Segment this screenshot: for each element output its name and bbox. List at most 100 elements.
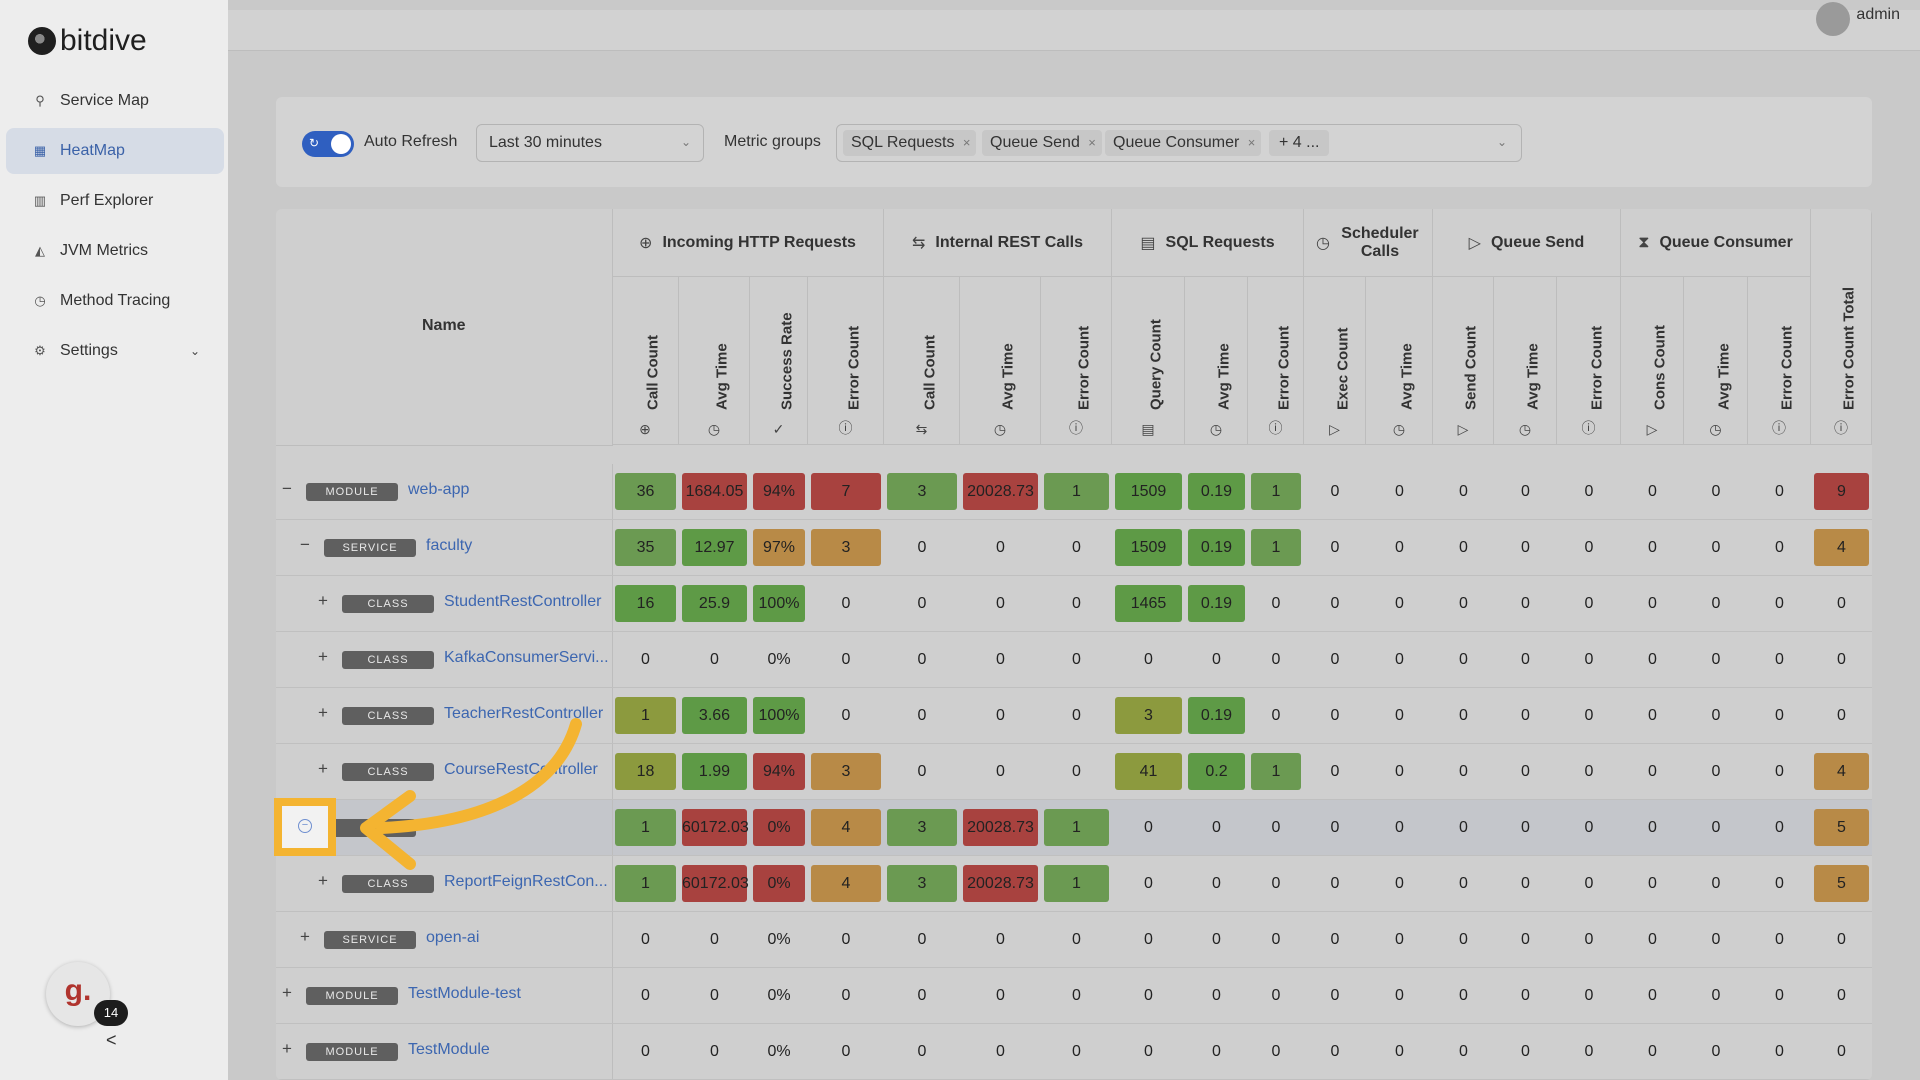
metric-cell[interactable]: 35 bbox=[615, 529, 676, 566]
metric-cell[interactable]: 1 bbox=[1251, 473, 1301, 510]
sidebar-item-heatmap[interactable]: ▦ HeatMap bbox=[6, 128, 224, 174]
close-icon[interactable]: × bbox=[962, 135, 971, 150]
expand-icon[interactable]: + bbox=[318, 759, 328, 778]
metric-cell[interactable]: 0 bbox=[1330, 819, 1340, 836]
column-header[interactable]: Avg Time ◷ bbox=[1366, 277, 1433, 445]
column-header[interactable]: Avg Time ◷ bbox=[960, 277, 1041, 445]
metric-cell[interactable]: 1 bbox=[615, 865, 676, 902]
metric-cell[interactable]: 0 bbox=[996, 763, 1005, 780]
metric-cell[interactable]: 0 bbox=[1395, 987, 1404, 1004]
metric-cell[interactable]: 0 bbox=[1144, 987, 1153, 1004]
metric-cell[interactable]: 0 bbox=[1648, 595, 1657, 612]
column-header[interactable]: Avg Time ◷ bbox=[679, 277, 750, 445]
metric-cell[interactable]: 0 bbox=[1775, 819, 1784, 836]
metric-cell[interactable]: 1684.05 bbox=[682, 473, 747, 510]
avatar[interactable] bbox=[1816, 2, 1850, 36]
metric-cell[interactable]: 0 bbox=[1395, 539, 1404, 556]
metric-cell[interactable]: 0 bbox=[1459, 1043, 1468, 1060]
metric-cell[interactable]: 3 bbox=[811, 529, 881, 566]
column-header[interactable]: Error Count ⓘ bbox=[1041, 277, 1112, 445]
metric-cell[interactable]: 0 bbox=[917, 707, 927, 724]
metric-cell[interactable]: 0 bbox=[1521, 539, 1530, 556]
metric-cell[interactable]: 0 bbox=[996, 651, 1005, 668]
metric-cell[interactable]: 0 bbox=[1711, 707, 1721, 724]
metric-cell[interactable]: 0 bbox=[641, 651, 650, 668]
metric-cell[interactable]: 0 bbox=[1521, 1043, 1530, 1060]
metric-cell[interactable]: 0 bbox=[710, 1043, 719, 1060]
metric-cell[interactable]: 0 bbox=[710, 987, 719, 1004]
collapse-icon[interactable]: − bbox=[282, 479, 292, 498]
metric-tag[interactable]: SQL Requests × bbox=[843, 130, 977, 156]
metric-cell[interactable]: 0 bbox=[917, 539, 927, 556]
metric-cell[interactable]: 0 bbox=[710, 651, 719, 668]
metric-cell[interactable]: 0 bbox=[1648, 931, 1657, 948]
more-tags[interactable]: + 4 ... bbox=[1269, 130, 1330, 156]
sidebar-item-perf-explorer[interactable]: ▥ Perf Explorer bbox=[6, 178, 224, 224]
metric-cell[interactable]: 0 bbox=[1072, 763, 1081, 780]
metric-cell[interactable]: 16 bbox=[615, 585, 676, 622]
row-name-link[interactable]: faculty bbox=[426, 537, 473, 554]
metric-cell[interactable]: 1 bbox=[1044, 865, 1109, 902]
metric-cell[interactable]: 0 bbox=[1711, 763, 1721, 780]
metric-cell[interactable]: 0 bbox=[1271, 595, 1281, 612]
metric-cell[interactable]: 0 bbox=[1212, 987, 1221, 1004]
metric-cell[interactable]: 0 bbox=[917, 763, 927, 780]
metric-cell[interactable]: 0 bbox=[1072, 1043, 1081, 1060]
metric-cell[interactable]: 0 bbox=[1521, 819, 1530, 836]
metric-cell[interactable]: 0 bbox=[1711, 819, 1721, 836]
metric-cell[interactable]: 0 bbox=[1775, 595, 1784, 612]
metric-cell[interactable]: 0 bbox=[917, 987, 927, 1004]
metric-cell[interactable]: 97% bbox=[753, 529, 805, 566]
metric-cell[interactable]: 9 bbox=[1814, 473, 1869, 510]
row-name-link[interactable]: StudentRestController bbox=[444, 593, 602, 610]
metric-cell[interactable]: 0 bbox=[1212, 1043, 1221, 1060]
metric-cell[interactable]: 0 bbox=[841, 707, 851, 724]
metric-cell[interactable]: 0 bbox=[1584, 1043, 1594, 1060]
metric-cell[interactable]: 0 bbox=[1144, 875, 1153, 892]
metric-cell[interactable]: 0 bbox=[1521, 931, 1530, 948]
metric-cell[interactable]: 0 bbox=[841, 1043, 851, 1060]
metric-cell[interactable]: 0 bbox=[1711, 539, 1721, 556]
metric-cell[interactable]: 0 bbox=[1144, 651, 1153, 668]
table-row[interactable]: + CLASS KafkaConsumerServi... 0 0 0% 0 0 0 0 0 0 0 0 0… bbox=[276, 632, 1872, 688]
metric-cell[interactable]: 0 bbox=[1271, 875, 1281, 892]
metric-cell[interactable]: 0 bbox=[1711, 595, 1721, 612]
metric-cell[interactable]: 0 bbox=[1144, 819, 1153, 836]
row-name-link[interactable]: TestModule-test bbox=[408, 985, 521, 1002]
metric-cell[interactable]: 20028.73 bbox=[963, 809, 1038, 846]
metric-cell[interactable]: 0 bbox=[1330, 763, 1340, 780]
expand-icon[interactable]: + bbox=[282, 983, 292, 1002]
metric-cell[interactable]: 0 bbox=[1648, 875, 1657, 892]
column-header[interactable]: Error Count ⓘ bbox=[1748, 277, 1811, 445]
metric-cell[interactable]: 0 bbox=[1330, 651, 1340, 668]
column-header[interactable]: Cons Count ▷ bbox=[1621, 277, 1684, 445]
sidebar-item-service-map[interactable]: ⚲ Service Map bbox=[6, 78, 224, 124]
column-header[interactable]: Send Count ▷ bbox=[1433, 277, 1494, 445]
column-header[interactable]: Error Count ⓘ bbox=[1557, 277, 1621, 445]
metric-cell[interactable]: 0 bbox=[1271, 819, 1281, 836]
metric-cell[interactable]: 1 bbox=[1044, 809, 1109, 846]
metric-cell[interactable]: 0 bbox=[1775, 931, 1784, 948]
metric-cell[interactable]: 20028.73 bbox=[963, 865, 1038, 902]
metric-cell[interactable]: 0 bbox=[1395, 1043, 1404, 1060]
metric-cell[interactable]: 25.9 bbox=[682, 585, 747, 622]
metric-cell[interactable]: 0 bbox=[1521, 875, 1530, 892]
metric-cell[interactable]: 0 bbox=[1711, 651, 1721, 668]
metric-cell[interactable]: 0 bbox=[1775, 763, 1784, 780]
metric-cell[interactable]: 0 bbox=[1584, 483, 1594, 500]
metric-cell[interactable]: 0 bbox=[641, 987, 650, 1004]
metric-cell[interactable]: 0 bbox=[1459, 651, 1468, 668]
metric-cell[interactable]: 0 bbox=[1584, 931, 1594, 948]
metric-cell[interactable]: 0 bbox=[1395, 707, 1404, 724]
metric-cell[interactable]: 0 bbox=[1837, 931, 1846, 948]
expand-icon[interactable]: + bbox=[282, 1039, 292, 1058]
metric-cell[interactable]: 0 bbox=[1395, 819, 1404, 836]
metric-cell[interactable]: 0% bbox=[767, 931, 791, 948]
metric-cell[interactable]: 0 bbox=[1648, 707, 1657, 724]
metric-cell[interactable]: 0 bbox=[1648, 987, 1657, 1004]
metric-cell[interactable]: 0 bbox=[996, 931, 1005, 948]
metric-cell[interactable]: 0 bbox=[1330, 595, 1340, 612]
metric-cell[interactable]: 4 bbox=[1814, 529, 1869, 566]
metric-groups-select[interactable]: SQL Requests × Queue Send × Queue Consumer… bbox=[836, 124, 1522, 162]
column-header[interactable]: Avg Time ◷ bbox=[1494, 277, 1557, 445]
